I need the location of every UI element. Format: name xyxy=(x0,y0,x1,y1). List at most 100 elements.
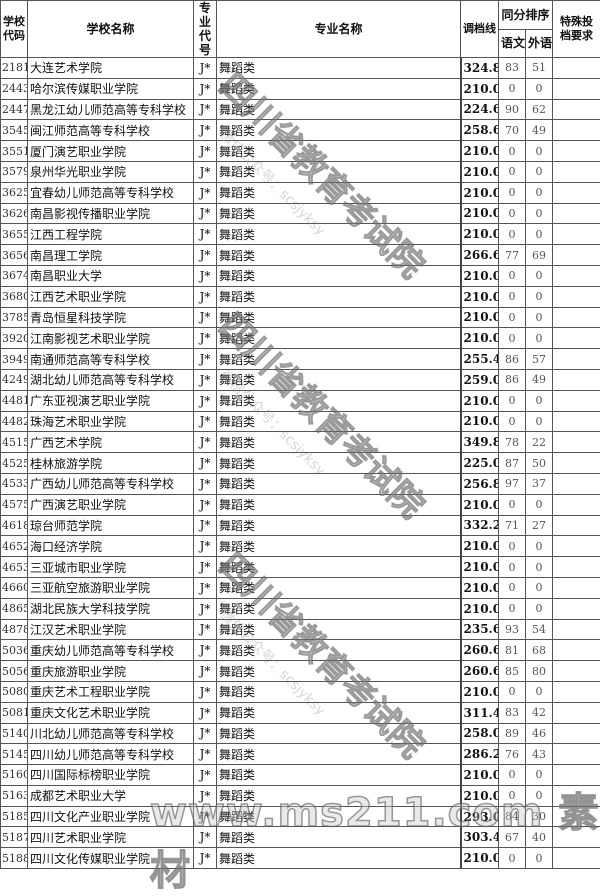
major-code: J* xyxy=(194,598,217,619)
major-code: J* xyxy=(194,640,217,661)
foreign-rank: 37 xyxy=(526,473,553,494)
cutoff-score: 210.00 xyxy=(461,203,499,224)
school-name: 四川幼儿师范高等专科学校 xyxy=(28,744,194,765)
school-code: 4878 xyxy=(1,619,28,640)
school-name: 广西演艺职业学院 xyxy=(28,494,194,515)
major-name: 舞蹈类 xyxy=(217,78,461,99)
chinese-rank: 0 xyxy=(499,785,526,806)
foreign-rank: 49 xyxy=(526,369,553,390)
cutoff-score: 235.60 xyxy=(461,619,499,640)
header-major-name: 专业名称 xyxy=(217,1,461,58)
chinese-rank: 86 xyxy=(499,349,526,370)
special-requirement xyxy=(553,494,600,515)
school-name: 四川文化传媒职业学院 xyxy=(28,848,194,869)
major-code: J* xyxy=(194,349,217,370)
header-chinese: 语文 xyxy=(499,29,526,58)
cutoff-score: 210.00 xyxy=(461,328,499,349)
cutoff-score: 210.00 xyxy=(461,182,499,203)
foreign-rank: 0 xyxy=(526,328,553,349)
major-name: 舞蹈类 xyxy=(217,661,461,682)
cutoff-score: 210.00 xyxy=(461,265,499,286)
cutoff-score: 210.00 xyxy=(461,78,499,99)
school-code: 4653 xyxy=(1,557,28,578)
foreign-rank: 0 xyxy=(526,224,553,245)
foreign-rank: 80 xyxy=(526,661,553,682)
special-requirement xyxy=(553,265,600,286)
foreign-rank: 0 xyxy=(526,411,553,432)
school-name: 重庆艺术工程职业学院 xyxy=(28,681,194,702)
major-name: 舞蹈类 xyxy=(217,494,461,515)
school-name: 宜春幼儿师范高等专科学校 xyxy=(28,182,194,203)
school-code: 4515 xyxy=(1,432,28,453)
school-name: 琼台师范学院 xyxy=(28,515,194,536)
cutoff-score: 260.60 xyxy=(461,640,499,661)
foreign-rank: 51 xyxy=(526,58,553,79)
foreign-rank: 42 xyxy=(526,702,553,723)
special-requirement xyxy=(553,182,600,203)
foreign-rank: 0 xyxy=(526,78,553,99)
major-name: 舞蹈类 xyxy=(217,785,461,806)
cutoff-score: 259.00 xyxy=(461,369,499,390)
school-name: 重庆旅游职业学院 xyxy=(28,661,194,682)
chinese-rank: 84 xyxy=(499,806,526,827)
school-code: 3626 xyxy=(1,203,28,224)
school-code: 4482 xyxy=(1,411,28,432)
chinese-rank: 0 xyxy=(499,390,526,411)
chinese-rank: 78 xyxy=(499,432,526,453)
chinese-rank: 0 xyxy=(499,681,526,702)
cutoff-score: 210.00 xyxy=(461,390,499,411)
special-requirement xyxy=(553,120,600,141)
admission-table: 学校代码 学校名称 专业代号 专业名称 调档线 同分排序 特殊投档要求 语文 外… xyxy=(0,0,600,869)
major-name: 舞蹈类 xyxy=(217,640,461,661)
major-name: 舞蹈类 xyxy=(217,744,461,765)
school-name: 海口经济学院 xyxy=(28,536,194,557)
cutoff-score: 258.60 xyxy=(461,120,499,141)
cutoff-score: 332.20 xyxy=(461,515,499,536)
school-code: 2181 xyxy=(1,58,28,79)
chinese-rank: 0 xyxy=(499,203,526,224)
foreign-rank: 0 xyxy=(526,557,553,578)
school-name: 珠海艺术职业学院 xyxy=(28,411,194,432)
school-code: 5185 xyxy=(1,806,28,827)
chinese-rank: 97 xyxy=(499,473,526,494)
major-code: J* xyxy=(194,224,217,245)
cutoff-score: 293.00 xyxy=(461,806,499,827)
major-code: J* xyxy=(194,307,217,328)
major-code: J* xyxy=(194,203,217,224)
school-code: 2447 xyxy=(1,99,28,120)
special-requirement xyxy=(553,161,600,182)
major-code: J* xyxy=(194,182,217,203)
major-code: J* xyxy=(194,265,217,286)
major-name: 舞蹈类 xyxy=(217,411,461,432)
chinese-rank: 0 xyxy=(499,577,526,598)
chinese-rank: 81 xyxy=(499,640,526,661)
special-requirement xyxy=(553,515,600,536)
major-code: J* xyxy=(194,411,217,432)
school-code: 4660 xyxy=(1,577,28,598)
cutoff-score: 286.20 xyxy=(461,744,499,765)
major-code: J* xyxy=(194,369,217,390)
major-name: 舞蹈类 xyxy=(217,224,461,245)
cutoff-score: 210.00 xyxy=(461,785,499,806)
school-name: 四川文化产业职业学院 xyxy=(28,806,194,827)
chinese-rank: 86 xyxy=(499,369,526,390)
major-name: 舞蹈类 xyxy=(217,702,461,723)
foreign-rank: 22 xyxy=(526,432,553,453)
foreign-rank: 62 xyxy=(526,99,553,120)
major-code: J* xyxy=(194,619,217,640)
special-requirement xyxy=(553,349,600,370)
special-requirement xyxy=(553,286,600,307)
cutoff-score: 224.60 xyxy=(461,99,499,120)
cutoff-score: 349.80 xyxy=(461,432,499,453)
